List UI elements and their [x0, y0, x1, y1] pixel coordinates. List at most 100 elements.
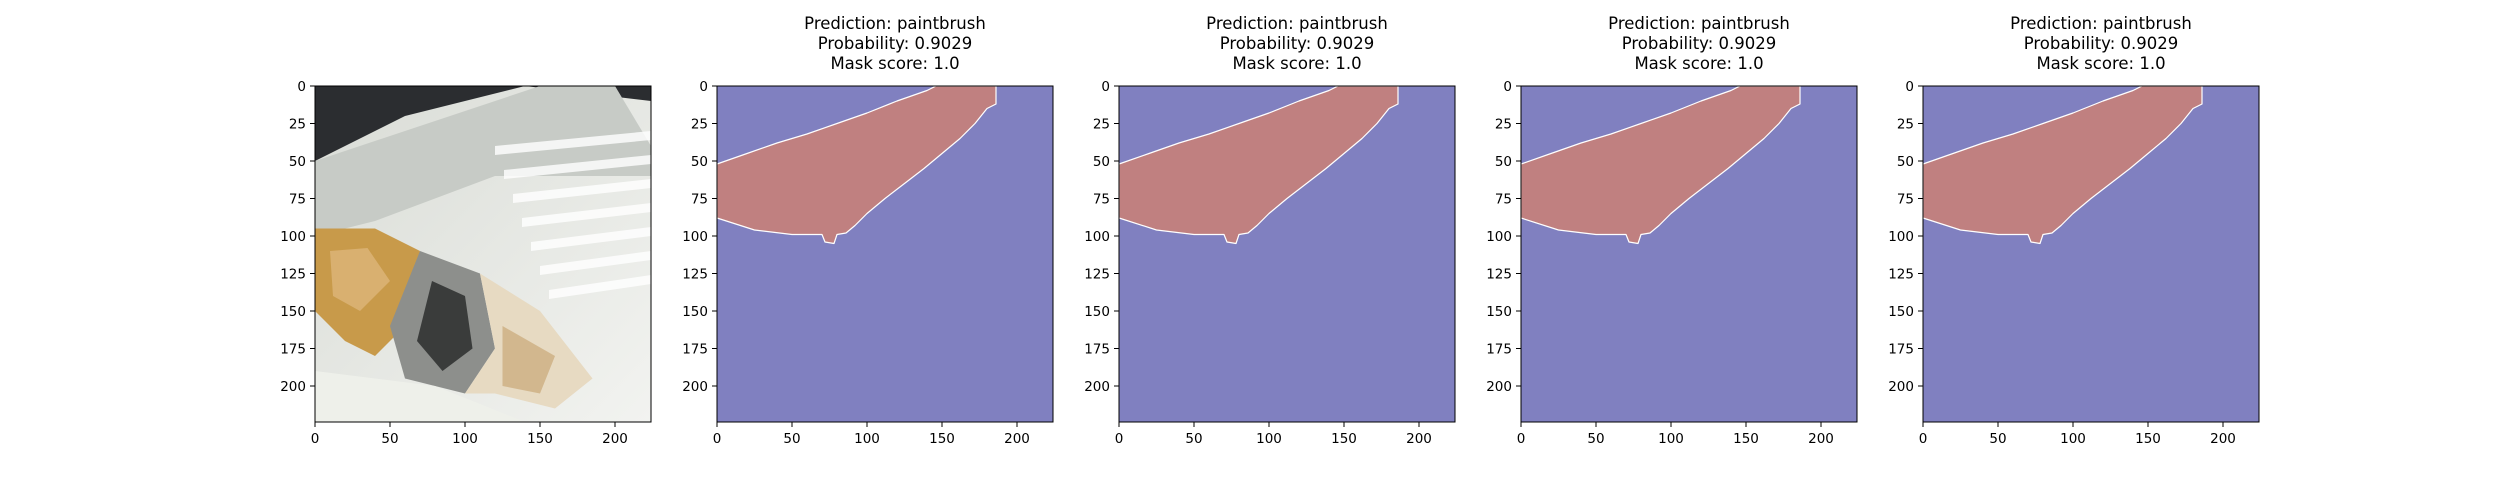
- probability-label: Probability: 0.9029: [2023, 34, 2179, 53]
- mask-region: [1922, 85, 2203, 245]
- y-tick-label: 125: [1888, 267, 1914, 283]
- y-tick-label: 75: [289, 192, 306, 208]
- panel-title: Prediction: paintbrush Probability: 0.90…: [1129, 14, 1465, 74]
- axes-frame: [314, 85, 652, 423]
- y-tick-label: 75: [1897, 192, 1914, 208]
- panel-mask-3: Prediction: paintbrush Probability: 0.90…: [1461, 0, 1881, 500]
- mask-region: [1520, 85, 1801, 245]
- x-tick-label: 200: [1406, 431, 1432, 447]
- y-tick-label: 150: [1084, 304, 1110, 320]
- y-tick-label: 125: [682, 267, 708, 283]
- x-tick-label: 150: [1733, 431, 1759, 447]
- image-axes: 0 50 100 150 200 0 25 50 75 100 125 150 175 200: [280, 79, 652, 447]
- y-tick-label: 75: [1093, 192, 1110, 208]
- probability-label: Probability: 0.9029: [1219, 34, 1375, 53]
- axes-frame: [1520, 85, 1858, 423]
- prediction-label: Prediction: paintbrush: [804, 14, 986, 33]
- x-tick-label: 100: [1256, 431, 1282, 447]
- y-tick-label: 50: [1093, 154, 1110, 170]
- x-tick-label: 150: [2135, 431, 2161, 447]
- y-tick-label: 150: [1888, 304, 1914, 320]
- tray-ridge: [531, 227, 651, 251]
- x-tick-label: 100: [2060, 431, 2086, 447]
- mask-axes: 0 50 100 150 200 0 25 50 75 100 125 150 175 200: [1486, 79, 1858, 447]
- tray-ridge: [540, 251, 651, 275]
- mask-score-label: Mask score: 1.0: [1634, 54, 1764, 73]
- x-tick-label: 50: [783, 431, 800, 447]
- axes-frame: [1922, 85, 2260, 423]
- y-tick-label: 125: [280, 267, 306, 283]
- axes-frame: [1118, 85, 1456, 423]
- x-tick-label: 100: [452, 431, 478, 447]
- y-tick-label: 200: [1084, 379, 1110, 395]
- y-tick-label: 50: [1495, 154, 1512, 170]
- x-tick-label: 0: [713, 431, 722, 447]
- probability-label: Probability: 0.9029: [1621, 34, 1777, 53]
- y-tick-label: 25: [1495, 117, 1512, 133]
- panel-title: Prediction: paintbrush Probability: 0.90…: [1531, 14, 1867, 74]
- mask-score-label: Mask score: 1.0: [2036, 54, 2166, 73]
- photo-image: [315, 86, 651, 422]
- y-tick-label: 150: [280, 304, 306, 320]
- x-tick-label: 50: [1587, 431, 1604, 447]
- panel-mask-1: Prediction: paintbrush Probability: 0.90…: [657, 0, 1077, 500]
- panel-mask-4: Prediction: paintbrush Probability: 0.90…: [1863, 0, 2283, 500]
- probability-label: Probability: 0.9029: [817, 34, 973, 53]
- y-tick-label: 150: [1486, 304, 1512, 320]
- y-tick-label: 150: [682, 304, 708, 320]
- x-tick-label: 200: [2210, 431, 2236, 447]
- mask-axes: 0 50 100 150 200 0 25 50 75 100 125 150 175 200: [682, 79, 1054, 447]
- brush-ferrule-shadow: [417, 281, 473, 371]
- panel-title: Prediction: paintbrush Probability: 0.90…: [1933, 14, 2269, 74]
- y-tick-label: 50: [691, 154, 708, 170]
- x-tick-label: 150: [929, 431, 955, 447]
- mask-score-label: Mask score: 1.0: [830, 54, 960, 73]
- y-tick-label: 75: [1495, 192, 1512, 208]
- panel-title: Prediction: paintbrush Probability: 0.90…: [727, 14, 1063, 74]
- tray-ridge: [549, 275, 651, 299]
- y-tick-label: 175: [280, 342, 306, 358]
- y-tick-label: 200: [1486, 379, 1512, 395]
- y-tick-label: 50: [1897, 154, 1914, 170]
- y-tick-label: 200: [280, 379, 306, 395]
- prediction-label: Prediction: paintbrush: [1608, 14, 1790, 33]
- y-tick-label: 100: [1486, 229, 1512, 245]
- y-tick-label: 75: [691, 192, 708, 208]
- x-tick-label: 200: [1004, 431, 1030, 447]
- x-tick-label: 0: [1115, 431, 1124, 447]
- mask-axes: 0 50 100 150 200 0 25 50 75 100 125 150 175 200: [1888, 79, 2260, 447]
- mask-score-label: Mask score: 1.0: [1232, 54, 1362, 73]
- mask-image: [1118, 85, 1455, 422]
- y-tick-label: 0: [1905, 79, 1914, 95]
- mask-image: [1922, 85, 2259, 422]
- x-tick-label: 150: [1331, 431, 1357, 447]
- x-tick-label: 50: [1989, 431, 2006, 447]
- panel-mask-2: Prediction: paintbrush Probability: 0.90…: [1059, 0, 1479, 500]
- y-tick-label: 0: [297, 79, 306, 95]
- x-tick-label: 50: [381, 431, 398, 447]
- x-tick-label: 50: [1185, 431, 1202, 447]
- y-tick-label: 0: [1101, 79, 1110, 95]
- y-tick-label: 25: [1897, 117, 1914, 133]
- x-tick-label: 0: [1517, 431, 1526, 447]
- mask-region: [716, 85, 997, 245]
- y-tick-label: 100: [280, 229, 306, 245]
- prediction-label: Prediction: paintbrush: [1206, 14, 1388, 33]
- y-tick-label: 50: [289, 154, 306, 170]
- mask-image: [1520, 85, 1857, 422]
- panel-original-image: 0 50 100 150 200 0 25 50 75 100 125 150 175 200: [255, 0, 675, 500]
- y-tick-label: 0: [699, 79, 708, 95]
- y-tick-label: 175: [1888, 342, 1914, 358]
- brush-bristles-shade: [502, 326, 555, 394]
- y-tick-label: 200: [1888, 379, 1914, 395]
- x-tick-label: 0: [311, 431, 320, 447]
- y-tick-label: 175: [682, 342, 708, 358]
- y-tick-label: 25: [289, 117, 306, 133]
- tray-ridge: [495, 131, 651, 155]
- tray-ridge: [504, 155, 651, 179]
- axes-frame: [716, 85, 1054, 423]
- prediction-label: Prediction: paintbrush: [2010, 14, 2192, 33]
- y-tick-label: 100: [1084, 229, 1110, 245]
- tray-ridge: [522, 203, 651, 227]
- tray-ridge: [513, 179, 651, 203]
